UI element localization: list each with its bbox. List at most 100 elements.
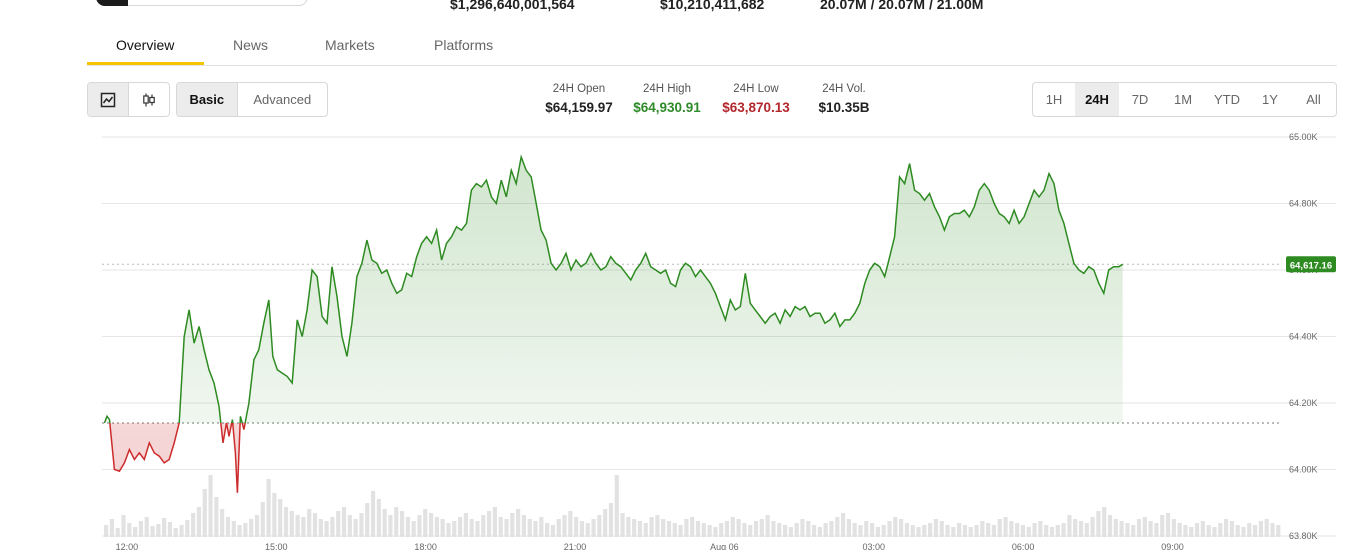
current-price-label: 64,617.16 (1290, 260, 1332, 271)
x-tick-label: 09:00 (1161, 542, 1184, 550)
volume-bar (1136, 519, 1142, 537)
range-24h-button[interactable]: 24H (1075, 83, 1119, 116)
tab-news[interactable]: News (233, 37, 269, 53)
volume-bar (765, 515, 770, 537)
volume-bar (690, 517, 695, 537)
volume-bar (283, 507, 289, 537)
chart-type-toggle (87, 82, 170, 117)
volume-bar (266, 479, 271, 537)
volume-bar (957, 523, 962, 537)
tab-markets[interactable]: Markets (325, 37, 375, 53)
search-box[interactable] (96, 0, 308, 6)
volume-bar (736, 519, 741, 537)
volume-bar (1264, 519, 1269, 537)
metric-open-label: 24H Open (552, 83, 606, 95)
volume-bar (899, 519, 904, 537)
volume-bar (1015, 523, 1020, 537)
basic-mode-button[interactable]: Basic (177, 83, 238, 116)
volume-bar (1009, 521, 1014, 537)
volume-bar (336, 511, 341, 537)
volume-bar (1252, 525, 1258, 537)
volume-bar (121, 515, 126, 537)
volume-bar (1160, 515, 1165, 537)
volume-bar (341, 507, 347, 537)
volume-bar (1229, 521, 1234, 537)
volume-bar (1044, 525, 1049, 537)
volume-bar (817, 527, 822, 537)
volume-bar (179, 525, 184, 537)
volume-bar (713, 527, 718, 537)
volume-bar (1084, 523, 1089, 537)
volume-bar (724, 521, 730, 537)
price-chart[interactable]: 63.80K64.00K64.20K64.40K64.60K64.80K65.0… (0, 125, 1370, 552)
volume-bar (748, 525, 753, 537)
volume-bar (1270, 523, 1275, 537)
volume-bar (249, 519, 254, 537)
y-tick-label: 64.40K (1289, 332, 1318, 342)
volume-bar (411, 521, 416, 537)
range-1y-button[interactable]: 1Y (1262, 92, 1278, 107)
volume-bar (521, 515, 527, 537)
volume-bar (1049, 527, 1055, 537)
volume-bar (318, 519, 323, 537)
volume-bar (127, 523, 132, 537)
tab-overview[interactable]: Overview (116, 37, 175, 53)
volume-bar (498, 517, 503, 537)
volume-bar (1247, 523, 1252, 537)
metric-volume: 24H Vol. $10.35B (794, 83, 894, 115)
y-tick-label: 64.80K (1289, 199, 1318, 209)
volume-bar (980, 521, 985, 537)
volume-bar (678, 525, 683, 537)
volume-bar (1096, 511, 1101, 537)
volume-bar (1276, 525, 1281, 537)
y-tick-label: 65.00K (1289, 132, 1318, 142)
volume-bar (1020, 525, 1026, 537)
time-range-selector: 1H 24H 7D 1M YTD 1Y All (1032, 82, 1337, 117)
candlestick-icon[interactable] (129, 83, 169, 116)
line-chart-icon[interactable] (88, 83, 129, 116)
volume-bar (237, 525, 242, 537)
price-line-up (103, 154, 1124, 423)
volume-bar (794, 523, 799, 537)
volume-bar (1131, 525, 1136, 537)
volume-bar (138, 521, 144, 537)
section-tabs: Overview News Markets Platforms (87, 27, 1337, 66)
market-cap-value: $1,296,640,001,564 (450, 0, 575, 12)
volume-bar (481, 515, 486, 537)
volume-bar (707, 525, 712, 537)
volume-bar (1223, 519, 1229, 537)
range-1m-button[interactable]: 1M (1173, 92, 1193, 107)
advanced-mode-button[interactable]: Advanced (253, 92, 312, 107)
volume-bar (1212, 527, 1217, 537)
range-ytd-button[interactable]: YTD (1214, 92, 1240, 107)
x-tick-label: 21:00 (564, 542, 587, 550)
volume-bar (852, 523, 857, 537)
volume-bar (1241, 527, 1246, 537)
volume-bar (1038, 521, 1043, 537)
volume-bar (434, 517, 439, 537)
volume-bar (115, 528, 120, 537)
volume-bar (156, 524, 161, 537)
volume-bar (1032, 523, 1037, 537)
volume-bar (475, 521, 480, 537)
volume-bar (986, 523, 991, 537)
tab-platforms[interactable]: Platforms (434, 37, 494, 53)
range-7d-button[interactable]: 7D (1131, 92, 1149, 107)
current-price-badge (1286, 256, 1336, 273)
volume-bar (1142, 517, 1147, 537)
volume-bar (759, 519, 764, 537)
range-1h-button[interactable]: 1H (1045, 92, 1063, 107)
volume-bar (486, 511, 492, 537)
volume-bar (904, 523, 910, 537)
range-all-button[interactable]: All (1306, 92, 1321, 107)
metric-high-value: $64,930.91 (633, 100, 701, 115)
metric-open-value: $64,159.97 (545, 100, 613, 115)
volume-bar (370, 491, 376, 537)
volume-bar (173, 528, 178, 537)
volume-bar (104, 525, 109, 537)
volume-bar (1171, 519, 1176, 537)
metric-high-label: 24H High (643, 83, 691, 95)
volume-bar (1218, 523, 1223, 537)
volume-bar (1189, 527, 1194, 537)
volume-bar (260, 502, 265, 537)
